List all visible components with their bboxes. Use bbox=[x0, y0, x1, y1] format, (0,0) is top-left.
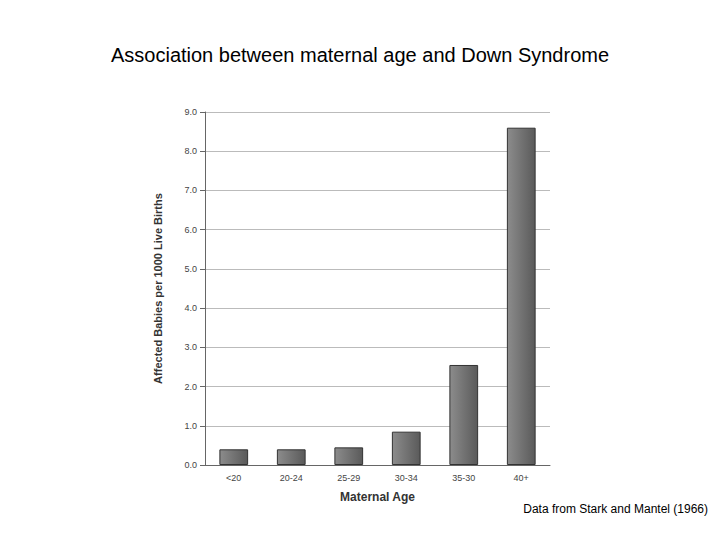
svg-text:Affected Babies per 1000 Live: Affected Babies per 1000 Live Births bbox=[152, 193, 164, 384]
svg-text:3.0: 3.0 bbox=[184, 342, 197, 352]
svg-text:30-34: 30-34 bbox=[395, 473, 418, 483]
svg-text:Association between maternal a: Association between maternal age and Dow… bbox=[111, 44, 609, 66]
svg-text:0.0: 0.0 bbox=[184, 460, 197, 470]
svg-text:1.0: 1.0 bbox=[184, 421, 197, 431]
svg-text:35-30: 35-30 bbox=[452, 473, 475, 483]
svg-text:2.0: 2.0 bbox=[184, 382, 197, 392]
svg-text:8.0: 8.0 bbox=[184, 146, 197, 156]
svg-text:7.0: 7.0 bbox=[184, 185, 197, 195]
svg-text:20-24: 20-24 bbox=[280, 473, 303, 483]
svg-text:40+: 40+ bbox=[514, 473, 529, 483]
svg-text:<20: <20 bbox=[226, 473, 241, 483]
svg-text:25-29: 25-29 bbox=[337, 473, 360, 483]
svg-text:5.0: 5.0 bbox=[184, 264, 197, 274]
svg-text:6.0: 6.0 bbox=[184, 225, 197, 235]
svg-text:4.0: 4.0 bbox=[184, 303, 197, 313]
svg-text:9.0: 9.0 bbox=[184, 107, 197, 117]
svg-text:Maternal Age: Maternal Age bbox=[340, 490, 415, 504]
svg-text:Data from Stark and Mantel (19: Data from Stark and Mantel (1966) bbox=[523, 502, 708, 516]
